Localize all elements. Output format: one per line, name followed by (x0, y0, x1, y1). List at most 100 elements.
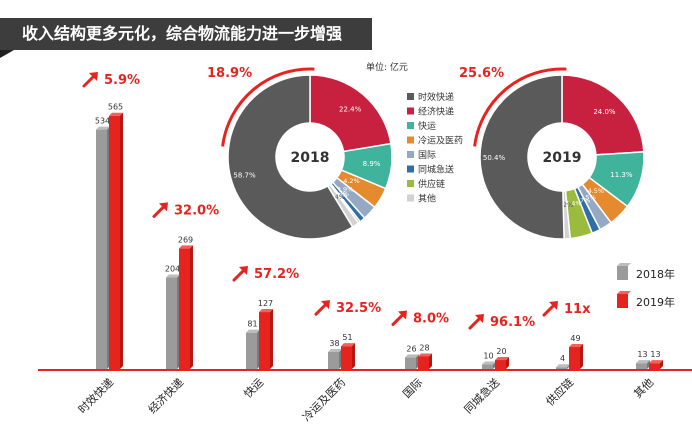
donut-2019-slice-label-7: 1.2% (557, 201, 574, 209)
bar-2019-7-side (660, 360, 663, 369)
growth-label-2: 57.2% (254, 267, 299, 282)
category-label-1: 经济快递 (145, 375, 186, 416)
donut-legend-swatch-0 (407, 93, 414, 100)
donut-2018-slice-label-5: 1.1% (332, 190, 349, 198)
category-label-7: 其他 (631, 376, 656, 401)
bar-2018-4 (405, 357, 416, 369)
title-banner: 收入结构更多元化，综合物流能力进一步增强 (0, 18, 372, 50)
bar-2019-0-side (120, 112, 123, 370)
bar-2018-7 (636, 363, 647, 369)
donut-2019-slice-label-3: 4.5% (588, 187, 605, 195)
growth-arrow-head-2 (239, 266, 248, 276)
bar-2019-4 (418, 356, 429, 369)
category-label-5: 同城急送 (461, 375, 502, 416)
page-title: 收入结构更多元化，综合物流能力进一步增强 (22, 24, 343, 43)
growth-arrow-head-4 (398, 310, 407, 320)
bar-value-label-2018-5: 10 (483, 352, 493, 361)
donut-2018-slice-label-2: 8.9% (363, 160, 381, 168)
growth-label-5: 96.1% (490, 315, 535, 330)
bar-legend-swatch-1 (617, 294, 628, 308)
bar-2018-4-cap (405, 354, 419, 358)
bar-value-label-2019-0: 565 (108, 103, 123, 112)
bar-value-label-2019-6: 49 (570, 334, 580, 343)
bar-2018-3-cap (328, 348, 342, 352)
bar-2018-2 (246, 332, 257, 369)
donut-legend-label-7: 其他 (418, 193, 436, 205)
bar-2019-4-side (429, 353, 432, 369)
bar-2018-5-cap (482, 361, 496, 365)
donut-2019-slice-label-6: 4.4% (565, 200, 582, 208)
bar-value-label-2018-1: 204 (165, 265, 180, 274)
bar-value-label-2019-1: 269 (178, 235, 193, 244)
bar-2019-7 (649, 363, 660, 369)
bar-value-label-2019-5: 20 (496, 347, 506, 356)
donut-legend-label-2: 快运 (418, 120, 436, 132)
category-label-0: 时效快递 (75, 375, 116, 416)
bar-2018-7-side (647, 360, 650, 369)
donut-2018-slice-label-7: 1.4% (328, 193, 345, 201)
growth-arrow-head-3 (321, 300, 330, 310)
bar-value-label-2019-4: 28 (419, 343, 429, 352)
donut-2018-center (277, 124, 343, 190)
bar-2018-0 (96, 129, 107, 369)
bar-2019-6-cap (569, 344, 583, 348)
growth-arrow-head-6 (549, 301, 558, 311)
donut-legend-swatch-2 (407, 122, 414, 129)
bar-value-label-2019-3: 51 (342, 333, 352, 342)
donut-2019-center (529, 124, 595, 190)
donut-2019-slice-label-4: 2.5% (579, 194, 596, 202)
bar-value-label-2018-6: 4 (560, 354, 565, 363)
bar-2019-2-side (270, 309, 273, 369)
bar-2018-1 (166, 277, 177, 369)
bar-2019-0 (109, 115, 120, 369)
bar-2019-3 (341, 346, 352, 369)
donut-legend-label-6: 供应链 (418, 178, 445, 190)
bar-2019-0-cap (109, 112, 123, 116)
bar-2019-4-cap (418, 353, 432, 357)
bar-legend-swatch-cap-0 (617, 263, 631, 266)
growth-label-0: 5.9% (104, 73, 140, 88)
bar-value-label-2018-4: 26 (406, 344, 416, 353)
donut-2018-slice-label-4: 2.9% (337, 186, 354, 194)
bar-value-label-2018-7: 13 (637, 350, 647, 359)
bar-value-label-2018-0: 534 (95, 117, 110, 126)
growth-arrow-head-0 (89, 72, 98, 81)
bar-2019-3-cap (341, 343, 355, 347)
bar-value-label-2018-2: 81 (247, 320, 257, 329)
bar-value-label-2018-3: 38 (329, 339, 339, 348)
category-label-3: 冷运及医药 (300, 376, 348, 424)
donut-2018-year-label: 2018 (291, 150, 330, 166)
bar-2019-5-cap (495, 357, 509, 361)
bar-2019-2-cap (259, 309, 273, 313)
bar-2018-6 (556, 367, 567, 369)
donut-2019-slice-label-1: 24.0% (593, 108, 616, 116)
growth-label-3: 32.5% (336, 301, 381, 316)
donut-2018-slice-1 (309, 74, 392, 153)
donut-legend-label-4: 国际 (418, 150, 436, 161)
donut-legend-swatch-6 (407, 180, 414, 187)
bar-2018-6-cap (556, 364, 570, 368)
bar-legend-swatch-cap-1 (617, 291, 631, 294)
donut-2019-slice-0 (479, 74, 565, 240)
donut-2019-year-label: 2019 (543, 150, 582, 166)
bar-2018-1-cap (166, 274, 180, 278)
bar-2018-7-cap (636, 360, 650, 364)
bar-2019-2 (259, 312, 270, 369)
donut-2018-highlight-arc (221, 67, 315, 147)
donut-2019-slice-1 (561, 74, 645, 156)
growth-label-6: 11x (564, 302, 591, 317)
donut-2018-slice-label-0: 58.7% (233, 171, 256, 179)
bar-2019-1-cap (179, 245, 193, 249)
donut-2018-slice-label-1: 22.4% (339, 106, 362, 114)
donut-legend-swatch-3 (407, 136, 414, 144)
donut-2019-slice-label-5: 1.7% (574, 197, 591, 205)
bar-2019-3-side (352, 343, 355, 369)
category-label-4: 国际 (400, 376, 425, 401)
bar-2019-1-side (190, 245, 193, 369)
donut-legend-swatch-1 (407, 107, 414, 115)
title-banner-accent (0, 50, 14, 58)
category-label-2: 快运 (241, 376, 266, 401)
unit-label: 单位: 亿元 (366, 61, 408, 73)
donut-legend-label-1: 经济快递 (418, 106, 454, 118)
